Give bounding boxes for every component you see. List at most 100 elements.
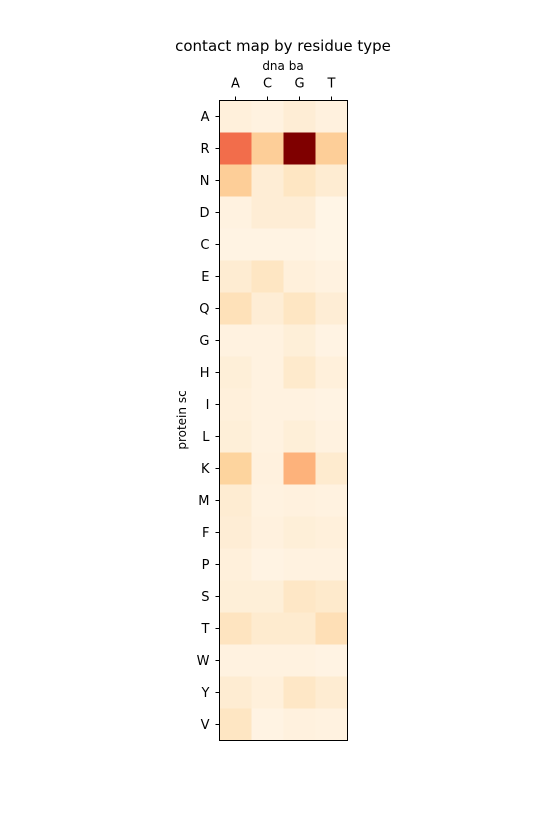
heatmap-cell-Q-G xyxy=(283,292,316,325)
heatmap-cell-E-C xyxy=(251,260,284,293)
heatmap-cell-W-G xyxy=(283,644,316,677)
heatmap-cell-Y-A xyxy=(219,676,252,709)
heatmap-cell-D-A xyxy=(219,196,252,229)
heatmap-cell-D-C xyxy=(251,196,284,229)
heatmap-cell-S-T xyxy=(315,580,348,613)
x-tick-label: T xyxy=(327,77,336,92)
y-tick-label: N xyxy=(200,174,210,189)
heatmap-cell-W-C xyxy=(251,644,284,677)
heatmap-cell-G-T xyxy=(315,324,348,357)
y-tick-label: A xyxy=(201,110,210,125)
heatmap-cell-E-A xyxy=(219,260,252,293)
heatmap-cell-C-G xyxy=(283,228,316,261)
heatmap-cell-L-A xyxy=(219,420,252,453)
y-tick-label: V xyxy=(201,718,210,733)
heatmap-cell-P-A xyxy=(219,548,252,581)
x-tick-label: C xyxy=(263,77,272,92)
y-tick-label: F xyxy=(202,526,209,541)
heatmap-cell-F-T xyxy=(315,516,348,549)
y-tick-label: M xyxy=(198,494,209,509)
heatmap-cell-P-T xyxy=(315,548,348,581)
heatmap-cell-N-A xyxy=(219,164,252,197)
heatmap-cell-W-T xyxy=(315,644,348,677)
heatmap-cell-Q-A xyxy=(219,292,252,325)
heatmap-cell-V-A xyxy=(219,708,252,741)
y-tick-label: D xyxy=(199,206,209,221)
heatmap-cell-A-C xyxy=(251,100,284,133)
heatmap-cell-I-A xyxy=(219,388,252,421)
heatmap-cell-H-C xyxy=(251,356,284,389)
x-tick-label: A xyxy=(231,77,240,92)
heatmap-cell-P-G xyxy=(283,548,316,581)
heatmap-cell-L-C xyxy=(251,420,284,453)
heatmap-cell-Y-C xyxy=(251,676,284,709)
heatmap-cell-K-G xyxy=(283,452,316,485)
heatmap-cell-Q-C xyxy=(251,292,284,325)
heatmap-cell-L-G xyxy=(283,420,316,453)
heatmap-cell-Y-G xyxy=(283,676,316,709)
heatmap-cell-I-T xyxy=(315,388,348,421)
heatmap-cell-H-G xyxy=(283,356,316,389)
y-tick-label: G xyxy=(199,334,209,349)
y-ticks: A R N D C E Q G H I L K M F P S T W Y V xyxy=(197,110,220,733)
heatmap-cell-T-C xyxy=(251,612,284,645)
heatmap-cell-I-C xyxy=(251,388,284,421)
heatmap-cell-G-A xyxy=(219,324,252,357)
heatmap-cell-M-T xyxy=(315,484,348,517)
heatmap-cell-T-A xyxy=(219,612,252,645)
heatmap-cell-M-G xyxy=(283,484,316,517)
heatmap-cell-R-G xyxy=(283,132,316,165)
heatmap-cell-V-G xyxy=(283,708,316,741)
y-tick-label: Q xyxy=(199,302,209,317)
y-axis-label: protein sc xyxy=(175,390,189,449)
heatmap-cell-V-T xyxy=(315,708,348,741)
heatmap-cell-A-G xyxy=(283,100,316,133)
heatmap-cells xyxy=(219,100,348,741)
heatmap-cell-D-G xyxy=(283,196,316,229)
heatmap-cell-K-T xyxy=(315,452,348,485)
heatmap-cell-A-T xyxy=(315,100,348,133)
y-tick-label: W xyxy=(197,654,210,669)
y-tick-label: R xyxy=(200,142,209,157)
y-tick-label: P xyxy=(202,558,210,573)
heatmap-cell-K-C xyxy=(251,452,284,485)
heatmap-cell-E-T xyxy=(315,260,348,293)
heatmap-cell-R-A xyxy=(219,132,252,165)
heatmap-cell-C-C xyxy=(251,228,284,261)
heatmap-cell-S-G xyxy=(283,580,316,613)
y-tick-label: K xyxy=(201,462,210,477)
y-tick-label: L xyxy=(202,430,210,445)
heatmap-cell-V-C xyxy=(251,708,284,741)
heatmap-cell-C-A xyxy=(219,228,252,261)
plot-frame xyxy=(219,100,348,741)
y-tick-label: Y xyxy=(201,686,210,701)
heatmap-cell-P-C xyxy=(251,548,284,581)
y-tick-label: C xyxy=(200,238,209,253)
heatmap-cell-F-G xyxy=(283,516,316,549)
heatmap-cell-K-A xyxy=(219,452,252,485)
heatmap-cell-C-T xyxy=(315,228,348,261)
heatmap-cell-F-C xyxy=(251,516,284,549)
heatmap-cell-H-A xyxy=(219,356,252,389)
heatmap-cell-M-C xyxy=(251,484,284,517)
heatmap-cell-S-A xyxy=(219,580,252,613)
heatmap-cell-L-T xyxy=(315,420,348,453)
y-tick-label: E xyxy=(201,270,209,285)
heatmap-cell-N-G xyxy=(283,164,316,197)
heatmap-cell-E-G xyxy=(283,260,316,293)
heatmap-cell-T-G xyxy=(283,612,316,645)
heatmap-cell-A-A xyxy=(219,100,252,133)
x-tick-label: G xyxy=(294,77,304,92)
y-tick-label: T xyxy=(201,622,210,637)
heatmap-cell-G-G xyxy=(283,324,316,357)
chart-title: contact map by residue type xyxy=(175,37,391,55)
heatmap-cell-Y-T xyxy=(315,676,348,709)
heatmap-cell-D-T xyxy=(315,196,348,229)
y-tick-label: I xyxy=(206,398,210,413)
heatmap-cell-W-A xyxy=(219,644,252,677)
heatmap-cell-F-A xyxy=(219,516,252,549)
heatmap-cell-N-T xyxy=(315,164,348,197)
heatmap-cell-M-A xyxy=(219,484,252,517)
heatmap-cell-Q-T xyxy=(315,292,348,325)
